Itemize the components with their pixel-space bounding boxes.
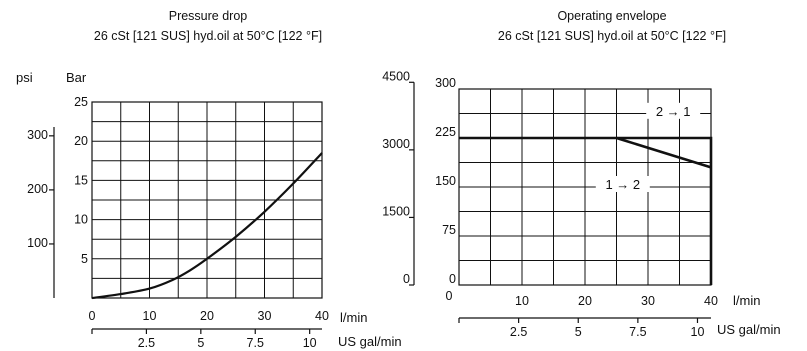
bar-tick-labels: 5 10 15 20 25 [74,95,88,266]
x-tick-label: 10 [515,294,529,308]
gal-axis-label: US gal/min [338,334,402,349]
annotation-background [646,102,701,119]
psi-tick-label: 4500 [382,69,410,83]
psi-tick-label: 100 [27,236,48,250]
y-tick-label: 5 [81,252,88,266]
x-tick-label: 30 [641,294,655,308]
bar-tick-labels: 0 75 150 225 300 [435,76,456,286]
psi-tick-label: 1500 [382,204,410,218]
gal-tick-label: 10 [691,325,705,339]
x-tick-label: 20 [200,309,214,323]
lmin-tick-labels: 0 10 20 30 40 [446,289,718,308]
gal-axis-label: US gal/min [717,322,781,337]
annotations: 2 → 1 1 → 2 [595,102,701,192]
x-tick-label: 20 [578,294,592,308]
psi-axis: 100 200 300 [27,127,55,298]
psi-tick-label: 200 [27,182,48,196]
y-tick-label: 10 [74,213,88,227]
y-tick-label: 15 [74,173,88,187]
series [91,152,323,300]
x-tick-label: 40 [315,309,329,323]
gal-tick-label: 5 [197,336,204,350]
y-tick-label: 75 [442,223,456,237]
plot-frame [91,101,323,299]
lmin-tick-labels: 0 10 20 30 40 [89,309,329,323]
gal-tick-label: 7.5 [629,325,646,339]
operating-envelope-chart: Operating envelope 26 cSt [121 SUS] hyd.… [382,9,780,339]
x-tick-label: 40 [704,294,718,308]
gal-axis: 2.5 5 7.5 10 [91,328,322,350]
gal-axis: 2.5 5 7.5 10 [458,317,711,339]
envelope-limit-line [616,136,712,169]
gal-tick-label: 2.5 [510,325,527,339]
y-tick-label: 300 [435,76,456,90]
x-tick-label: 30 [258,309,272,323]
y-tick-label: 25 [74,95,88,109]
lmin-axis-label: l/min [733,293,760,308]
psi-tick-label: 3000 [382,137,410,151]
y-tick-label: 20 [74,134,88,148]
gal-tick-label: 2.5 [138,336,155,350]
x-tick-label: 0 [89,309,96,323]
flow-direction-annotation: 1 → 2 [605,177,640,192]
annotation-background [595,176,650,192]
psi-tick-label: 0 [403,272,410,286]
psi-axis-label: psi [16,70,33,85]
chart-subtitle: 26 cSt [121 SUS] hyd.oil at 50°C [122 °F… [94,29,322,43]
envelope-boundary [459,136,713,285]
x-tick-label: 0 [446,289,453,303]
x-tick-label: 10 [143,309,157,323]
gal-tick-label: 5 [575,325,582,339]
chart-title: Pressure drop [169,9,248,23]
grid [92,102,322,298]
flow-direction-annotation: 2 → 1 [656,104,691,119]
series [459,136,713,285]
pressure-drop-chart: Pressure drop 26 cSt [121 SUS] hyd.oil a… [16,9,402,350]
psi-tick-label: 300 [27,128,48,142]
y-tick-label: 0 [449,272,456,286]
pressure-drop-curve [91,152,323,300]
y-tick-label: 225 [435,125,456,139]
gal-tick-label: 10 [303,336,317,350]
psi-axis: 0 1500 3000 4500 [382,69,415,286]
chart-subtitle: 26 cSt [121 SUS] hyd.oil at 50°C [122 °F… [498,29,726,43]
lmin-axis-label: l/min [340,310,367,325]
bar-axis-label: Bar [66,70,87,85]
gal-tick-label: 7.5 [247,336,264,350]
chart-title: Operating envelope [557,9,666,23]
y-tick-label: 150 [435,174,456,188]
